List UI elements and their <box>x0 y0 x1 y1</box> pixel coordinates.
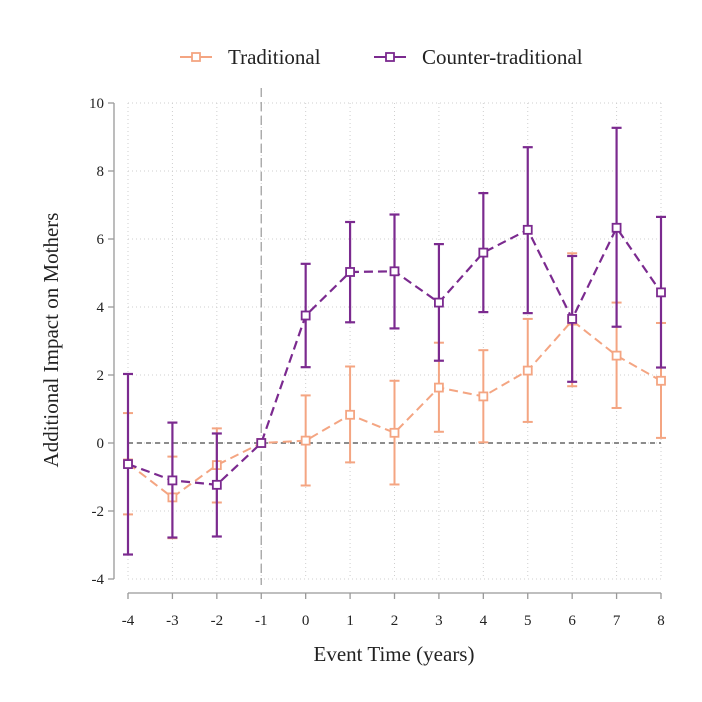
legend: Traditional Counter-traditional <box>180 45 583 69</box>
data-point <box>522 365 533 376</box>
x-tick-label: 6 <box>568 613 576 629</box>
data-point <box>478 391 489 402</box>
data-point <box>389 427 400 438</box>
x-tick-label: 0 <box>302 613 310 629</box>
data-point <box>522 224 533 235</box>
x-axis-title: Event Time (years) <box>314 642 475 666</box>
legend-marker <box>191 52 201 62</box>
y-tick-label: 8 <box>97 164 105 180</box>
x-tick-label: 4 <box>480 613 488 629</box>
data-point <box>611 350 622 361</box>
data-point <box>656 375 666 386</box>
x-tick-label: 7 <box>613 613 621 629</box>
y-tick-label: 2 <box>97 368 105 384</box>
data-point <box>167 475 178 486</box>
reference-lines <box>128 88 661 585</box>
x-tick-label: 3 <box>435 613 443 629</box>
data-point <box>656 287 666 298</box>
data-point <box>567 313 578 324</box>
series-counter-traditional <box>123 126 666 556</box>
data-point <box>211 479 222 490</box>
legend-label: Traditional <box>228 45 321 69</box>
data-point <box>434 297 444 308</box>
y-tick-label: -4 <box>92 572 105 588</box>
data-point <box>434 382 444 393</box>
legend-marker <box>385 52 395 62</box>
data-point <box>345 409 355 420</box>
data-point <box>300 435 311 446</box>
y-tick-label: 6 <box>97 232 105 248</box>
y-tick-label: 4 <box>97 300 105 316</box>
series-group <box>123 126 666 556</box>
y-tick-label: -2 <box>92 504 105 520</box>
y-tick-label: 0 <box>97 436 105 452</box>
x-tick-label: -1 <box>255 613 268 629</box>
data-point <box>256 438 267 448</box>
data-point <box>478 247 489 258</box>
y-axis-title: Additional Impact on Mothers <box>39 213 63 468</box>
data-point <box>123 459 133 469</box>
grid-lines <box>127 102 662 580</box>
data-point <box>611 222 622 233</box>
y-tick-label: 10 <box>89 96 104 112</box>
data-point <box>300 310 311 321</box>
x-tick-label: 5 <box>524 613 532 629</box>
x-tick-label: 8 <box>657 613 665 629</box>
x-tick-label: 2 <box>391 613 399 629</box>
x-tick-label: -2 <box>211 613 224 629</box>
data-point <box>345 267 355 277</box>
axes: -4 -2 0 2 4 6 8 10 -4 -3 -2 -1 0 1 2 3 4 5 6 7 8 <box>89 96 665 629</box>
x-tick-label: -3 <box>166 613 179 629</box>
x-tick-label: -4 <box>122 613 135 629</box>
data-point <box>389 266 400 277</box>
legend-label: Counter-traditional <box>422 45 583 69</box>
x-tick-label: 1 <box>346 613 354 629</box>
